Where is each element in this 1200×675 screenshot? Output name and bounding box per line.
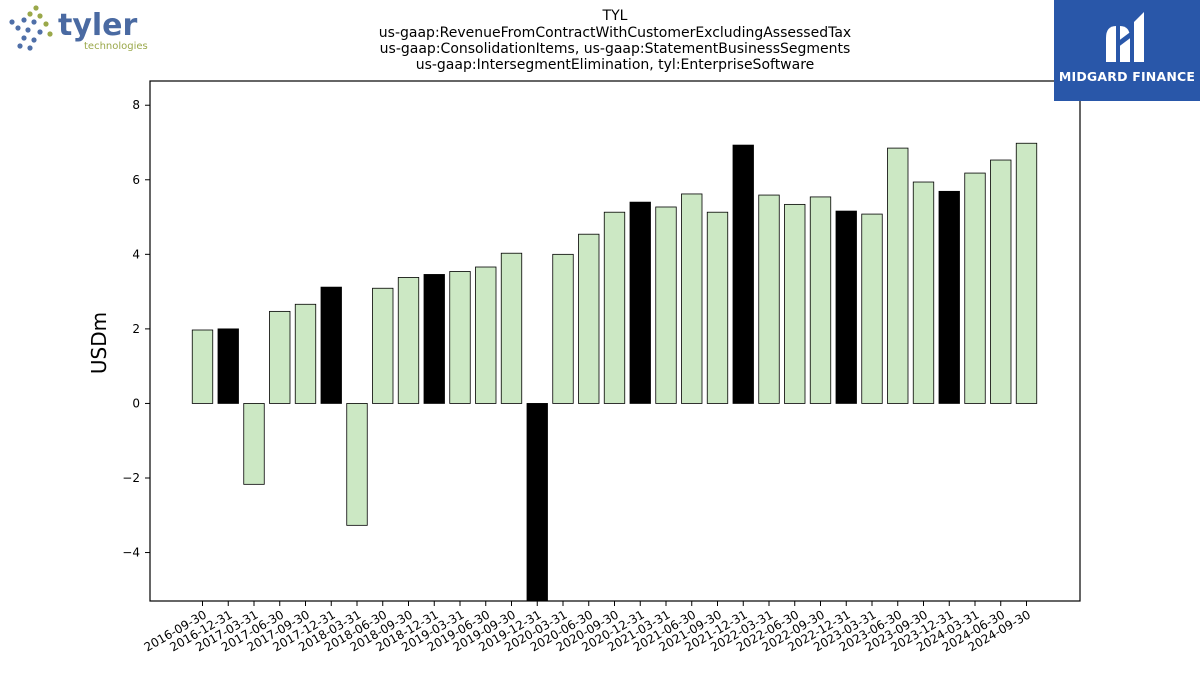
bar xyxy=(1015,142,1038,404)
bar xyxy=(243,403,265,485)
y-tick-label: 8 xyxy=(132,98,140,112)
bar xyxy=(217,328,239,404)
tyler-logo-name: tyler xyxy=(58,8,138,43)
plot-area: −4−2024682016-09-302016-12-312017-03-312… xyxy=(122,80,1081,654)
bar xyxy=(475,266,497,404)
midgard-logo-name: MIDGARD FINANCE xyxy=(1058,69,1196,84)
bar xyxy=(397,277,420,404)
bar xyxy=(758,194,780,404)
bar xyxy=(372,287,394,404)
tyler-logo: tyler technologies xyxy=(9,5,148,52)
bar xyxy=(655,206,677,404)
bar xyxy=(346,403,368,526)
bar xyxy=(809,196,832,404)
bar xyxy=(629,201,651,404)
midgard-finance-logo: MIDGARD FINANCE xyxy=(1054,0,1200,101)
bar xyxy=(294,303,317,404)
bar xyxy=(835,210,857,404)
bar xyxy=(732,144,754,404)
bar xyxy=(191,329,214,404)
tyler-logo-dots xyxy=(9,5,53,51)
bar xyxy=(578,233,600,404)
bar xyxy=(861,213,883,404)
bar xyxy=(912,181,935,404)
bar xyxy=(423,274,445,404)
bar xyxy=(706,211,729,404)
bar xyxy=(784,203,806,404)
bar xyxy=(449,271,471,404)
bar xyxy=(526,403,548,601)
bar xyxy=(552,253,574,404)
midgard-logo-mark xyxy=(1106,12,1144,62)
chart-subtitle-line-2: us-gaap:ConsolidationItems, us-gaap:Stat… xyxy=(380,41,851,57)
y-axis-label: USDm xyxy=(87,312,111,374)
chart-title: TYL xyxy=(602,8,628,24)
y-tick-label: −4 xyxy=(122,546,140,560)
bar xyxy=(681,193,703,404)
bar xyxy=(990,159,1012,404)
y-tick-label: 6 xyxy=(132,173,140,187)
chart-subtitle-line-3: us-gaap:IntersegmentElimination, tyl:Ent… xyxy=(416,57,815,73)
bar xyxy=(603,211,626,404)
y-tick-label: 4 xyxy=(132,247,140,261)
bar xyxy=(500,252,523,404)
bar xyxy=(887,147,909,404)
bar xyxy=(320,286,342,404)
y-tick-label: −2 xyxy=(122,471,140,485)
bar xyxy=(964,172,986,404)
y-tick-label: 2 xyxy=(132,322,140,336)
chart-subtitle-line-1: us-gaap:RevenueFromContractWithCustomerE… xyxy=(379,25,851,41)
bar xyxy=(938,190,960,404)
bar xyxy=(269,310,291,404)
y-tick-label: 0 xyxy=(132,396,140,410)
tyler-logo-subtitle: technologies xyxy=(84,41,148,52)
